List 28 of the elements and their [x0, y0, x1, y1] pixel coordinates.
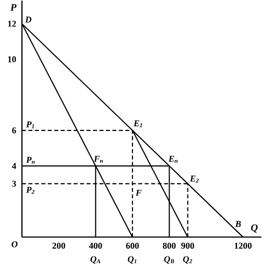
x-axis-title: Q: [250, 224, 258, 233]
y-tick-label: 10: [8, 56, 16, 62]
x-tick-label: 200: [52, 242, 65, 249]
annotation: F$_{n}$: [94, 156, 103, 163]
x-tick-label: 900: [181, 242, 194, 249]
y-tick-label: 3: [12, 180, 16, 187]
x-tick-label: 600: [126, 242, 139, 249]
annotation: B: [234, 221, 241, 227]
annotation: P$_{1}$: [26, 121, 34, 128]
x-tick-label: 400: [88, 242, 102, 249]
annotation: E$_{1}$: [133, 120, 142, 128]
annotation: Q$_{1}$: [128, 256, 136, 264]
y-tick-label: 4: [12, 163, 16, 169]
y-tick-label: 12: [8, 20, 16, 27]
x-tick-label: 800: [162, 242, 176, 249]
annotation: E$_{2}$: [190, 176, 199, 183]
text: O: [11, 241, 18, 248]
annotation: D: [24, 16, 32, 23]
x-tick-label: 1200: [234, 242, 252, 249]
annotation: Q$_{B}$: [164, 256, 174, 264]
annotation: P$_{2}$: [26, 186, 34, 194]
annotation: P$_{n}$: [26, 156, 34, 164]
annotation: Q$_{A}$: [90, 256, 100, 264]
y-tick-label: 6: [12, 127, 16, 134]
annotation: E$_{n}$: [168, 156, 178, 163]
annotation: Q$_{2}$: [182, 256, 192, 264]
annotation: F: [135, 190, 142, 196]
y-axis-title: P: [10, 4, 16, 11]
